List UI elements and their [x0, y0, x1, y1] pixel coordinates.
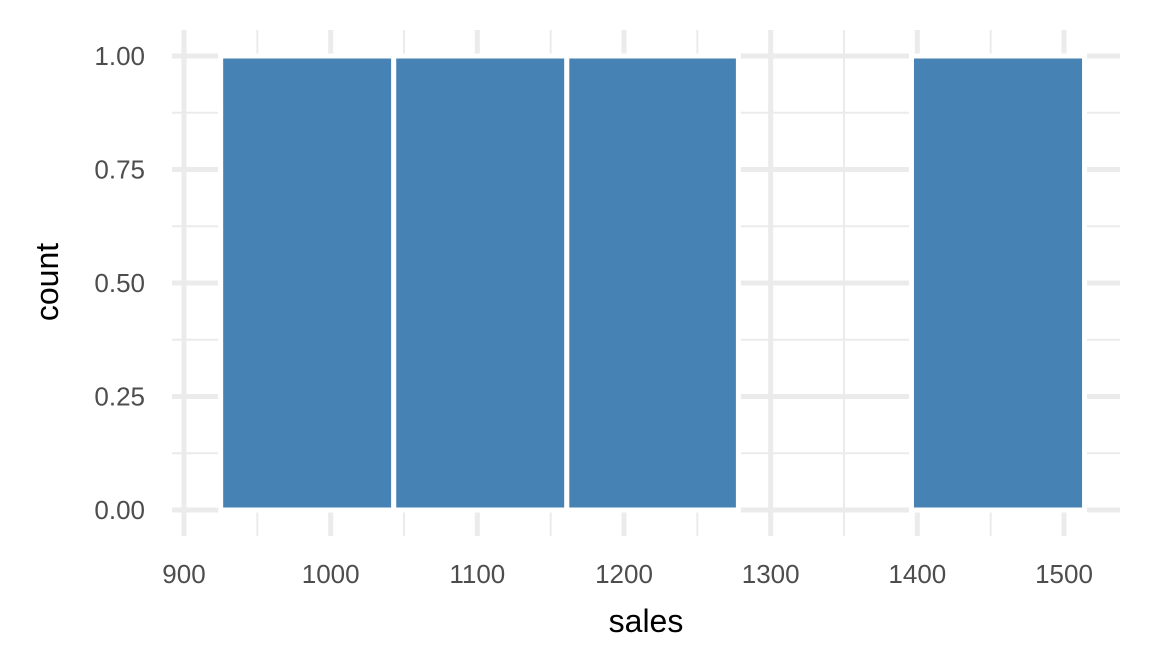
y-tick-label: 0.00	[94, 495, 145, 525]
y-axis-title: count	[29, 243, 65, 321]
y-tick-label: 1.00	[94, 41, 145, 71]
x-tick-label: 1000	[302, 559, 360, 589]
y-tick-label: 0.25	[94, 382, 145, 412]
histogram-bar-1	[218, 53, 397, 513]
y-axis-ticks: 0.00 0.25 0.50 0.75 1.00	[94, 41, 145, 525]
x-tick-label: 900	[162, 559, 205, 589]
histogram-bar-5	[908, 53, 1088, 513]
x-tick-label: 1200	[595, 559, 653, 589]
x-axis-ticks: 900 1000 1100 1200 1300 1400 1500	[162, 559, 1093, 589]
x-tick-label: 1100	[449, 559, 505, 589]
x-tick-label: 1400	[888, 559, 946, 589]
bars	[218, 53, 1088, 513]
histogram-bar-2	[391, 53, 570, 513]
x-tick-label: 1300	[742, 559, 800, 589]
x-tick-label: 1500	[1035, 559, 1093, 589]
histogram-bar-3	[564, 53, 741, 513]
y-tick-label: 0.75	[94, 155, 145, 185]
y-tick-label: 0.50	[94, 268, 145, 298]
x-axis-title: sales	[609, 603, 684, 639]
